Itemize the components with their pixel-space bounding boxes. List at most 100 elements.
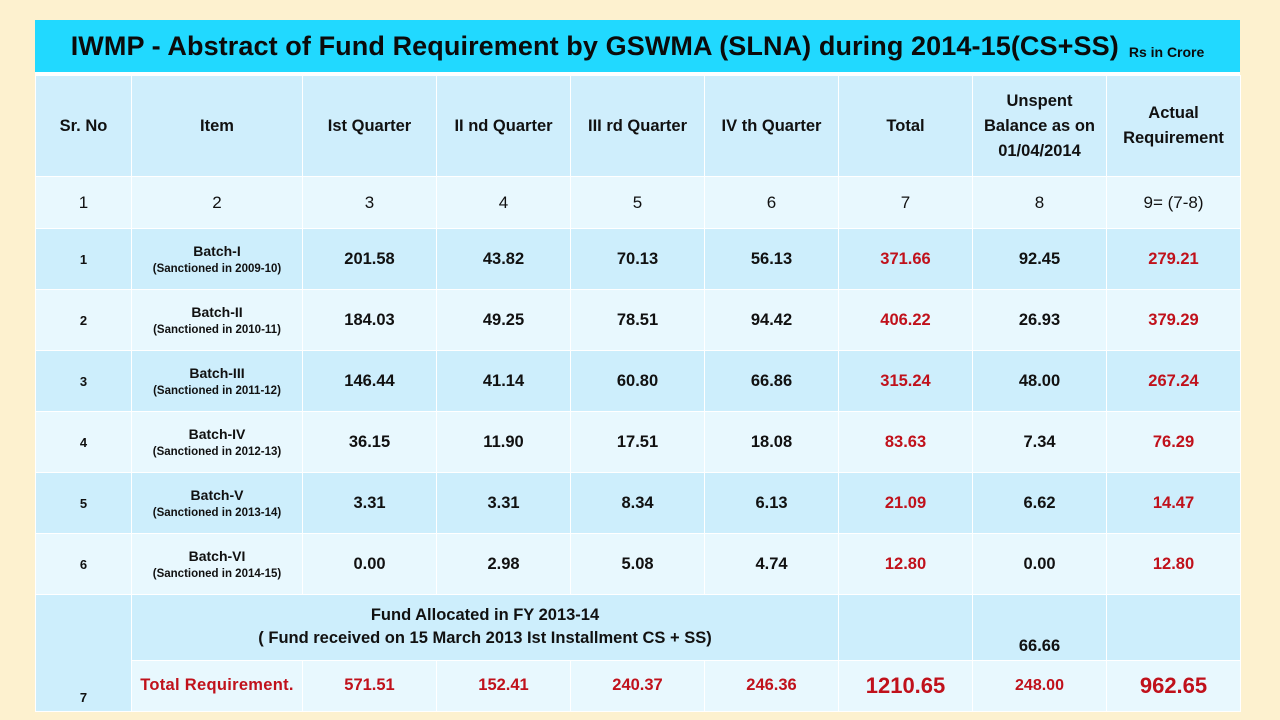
colnum-9: 9= (7-8) (1106, 176, 1241, 229)
total-value: 406.22 (838, 289, 973, 351)
q4-value: 18.08 (704, 411, 839, 473)
sr-no: 3 (35, 350, 132, 412)
total-requirement-label: Total Requirement. (131, 659, 303, 713)
q2-value: 43.82 (436, 228, 571, 290)
fund-allocated-text: Fund Allocated in FY 2013-14 ( Fund rece… (131, 594, 839, 661)
q1-value: 184.03 (302, 289, 437, 351)
batch-sanction: (Sanctioned in 2011-12) (153, 384, 281, 397)
q2-value: 3.31 (436, 472, 571, 534)
table-row: 2 Batch-II (Sanctioned in 2010-11) 184.03… (35, 289, 1241, 351)
q1-value: 3.31 (302, 472, 437, 534)
item-cell: Batch-III (Sanctioned in 2011-12) (131, 350, 303, 412)
header-actual-text: Actual Requirement (1123, 104, 1224, 147)
fund-line-1: Fund Allocated in FY 2013-14 (370, 606, 600, 625)
unspent-value: 7.34 (972, 411, 1107, 473)
header-q2: II nd Quarter (436, 75, 571, 177)
unspent-value: 0.00 (972, 533, 1107, 595)
fund-allocated-row: 7 Fund Allocated in FY 2013-14 ( Fund re… (35, 594, 1241, 712)
q2-value: 41.14 (436, 350, 571, 412)
total-value: 12.80 (838, 533, 973, 595)
q4-value: 66.86 (704, 350, 839, 412)
unspent-value: 48.00 (972, 350, 1107, 412)
sr-no: 5 (35, 472, 132, 534)
q4-value: 94.42 (704, 289, 839, 351)
q4-value: 4.74 (704, 533, 839, 595)
total-q3: 240.37 (570, 659, 705, 713)
q3-value: 17.51 (570, 411, 705, 473)
colnum-4: 4 (436, 176, 571, 229)
total-q1: 571.51 (302, 659, 437, 713)
header-q1: Ist Quarter (302, 75, 437, 177)
page-title: IWMP - Abstract of Fund Requirement by G… (70, 30, 1119, 61)
header-actual: Actual Requirement (1106, 75, 1241, 177)
q4-value: 56.13 (704, 228, 839, 290)
total-value: 21.09 (838, 472, 973, 534)
colnum-5: 5 (570, 176, 705, 229)
table-row: 5 Batch-V (Sanctioned in 2013-14) 3.31 3.… (35, 472, 1241, 534)
total-q4: 246.36 (704, 659, 839, 713)
batch-sanction: (Sanctioned in 2012-13) (152, 445, 282, 458)
sr-no: 7 (35, 594, 132, 712)
batch-name: Batch-VI (188, 547, 246, 564)
sr-no: 2 (35, 289, 132, 351)
table-row: 1 Batch-I (Sanctioned in 2009-10) 201.58 … (35, 228, 1241, 290)
actual-value: 267.24 (1106, 350, 1241, 412)
batch-sanction: (Sanctioned in 2009-10) (152, 262, 282, 275)
q3-value: 5.08 (570, 533, 705, 595)
colnum-1: 1 (35, 176, 132, 229)
batch-name: Batch-II (191, 303, 243, 320)
table-row: 3 Batch-III (Sanctioned in 2011-12) 146.4… (35, 350, 1241, 412)
q4-value: 6.13 (704, 472, 839, 534)
unspent-value: 6.62 (972, 472, 1107, 534)
header-unspent: Unspent Balance as on 01/04/2014 (972, 75, 1107, 177)
actual-value: 76.29 (1106, 411, 1241, 473)
slide: IWMP - Abstract of Fund Requirement by G… (35, 20, 1241, 713)
colnum-8: 8 (972, 176, 1107, 229)
actual-value: 12.80 (1106, 533, 1241, 595)
sr-no: 6 (35, 533, 132, 595)
item-cell: Batch-II (Sanctioned in 2010-11) (131, 289, 303, 351)
header-unspent-text: Unspent Balance as on 01/04/2014 (984, 91, 1095, 160)
q2-value: 49.25 (436, 289, 571, 351)
header-item: Item (131, 75, 303, 177)
batch-sanction: (Sanctioned in 2010-11) (153, 323, 281, 336)
total-q2: 152.41 (436, 659, 571, 713)
batch-name: Batch-I (193, 242, 241, 259)
q3-value: 8.34 (570, 472, 705, 534)
unit-label: Rs in Crore (1128, 44, 1205, 60)
header-q4: IV th Quarter (704, 75, 839, 177)
q3-value: 70.13 (570, 228, 705, 290)
colnum-2: 2 (131, 176, 303, 229)
batch-sanction: (Sanctioned in 2013-14) (152, 506, 282, 519)
q1-value: 0.00 (302, 533, 437, 595)
item-cell: Batch-I (Sanctioned in 2009-10) (131, 228, 303, 290)
fund-total-empty (838, 594, 973, 661)
sr-no: 1 (35, 228, 132, 290)
colnum-3: 3 (302, 176, 437, 229)
unspent-value: 92.45 (972, 228, 1107, 290)
grand-total: 1210.65 (838, 659, 973, 713)
title-bar: IWMP - Abstract of Fund Requirement by G… (35, 20, 1240, 72)
actual-value: 279.21 (1106, 228, 1241, 290)
colnum-6: 6 (704, 176, 839, 229)
actual-value: 379.29 (1106, 289, 1241, 351)
batch-sanction: (Sanctioned in 2014-15) (152, 567, 282, 580)
batch-name: Batch-IV (188, 425, 246, 442)
actual-value: 14.47 (1106, 472, 1241, 534)
total-value: 83.63 (838, 411, 973, 473)
fund-actual-empty (1106, 594, 1241, 661)
q3-value: 78.51 (570, 289, 705, 351)
total-unspent: 248.00 (972, 659, 1107, 713)
q1-value: 36.15 (302, 411, 437, 473)
total-value: 315.24 (838, 350, 973, 412)
fund-unspent-value: 66.66 (972, 594, 1107, 661)
header-sr-no: Sr. No (35, 75, 132, 177)
q2-value: 11.90 (436, 411, 571, 473)
item-cell: Batch-V (Sanctioned in 2013-14) (131, 472, 303, 534)
header-q3: III rd Quarter (570, 75, 705, 177)
q3-value: 60.80 (570, 350, 705, 412)
q2-value: 2.98 (436, 533, 571, 595)
q1-value: 201.58 (302, 228, 437, 290)
column-number-row: 1 2 3 4 5 6 7 8 9= (7-8) (35, 176, 1241, 229)
batch-name: Batch-III (189, 364, 245, 381)
